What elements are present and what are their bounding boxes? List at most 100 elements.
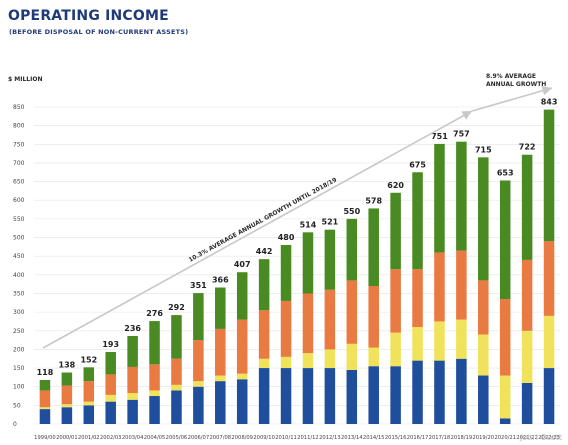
bar-segment-4 (39, 379, 51, 391)
bar-segment-4 (302, 232, 314, 294)
bar-segment-3 (302, 293, 314, 354)
bar-segment-4 (412, 172, 423, 270)
bar-segment-3 (83, 381, 95, 402)
x-tick-label: 2010/11 (275, 435, 297, 441)
bar-total-label: 138 (59, 361, 76, 370)
bar-segment-4 (127, 335, 138, 367)
y-axis-ticks: 0 50 100 150 200 250 300 350 400 450 500 550 600 650 7… (13, 104, 25, 428)
bar-total-label: 715 (475, 145, 492, 154)
bar-segment-3 (258, 310, 270, 359)
x-tick-label: 2018/19 (451, 435, 473, 441)
bar-segment-4 (236, 272, 248, 320)
bar-total-label: 722 (519, 143, 536, 152)
bar-segment-3 (61, 385, 73, 405)
bar-segment-1 (280, 368, 292, 424)
bar-total-label: 550 (343, 207, 360, 216)
y-tick-label: 700 (13, 160, 25, 167)
y-tick-label: 550 (13, 216, 25, 223)
bar-segment-2 (456, 319, 467, 359)
bar-segment-3 (346, 280, 358, 344)
x-axis-ticks: 1999/00 2000/01 2001/02 2002/03 2003/04 2004/… (34, 435, 560, 441)
y-tick-label: 100 (13, 384, 25, 391)
bar-segment-4 (521, 154, 533, 260)
bar-segment-4 (456, 141, 467, 251)
bar-segment-1 (236, 379, 248, 424)
bar-total-label: 480 (278, 233, 295, 242)
watermark: Johri Osett (519, 433, 562, 442)
x-tick-label: 2019/20 (473, 435, 495, 441)
bar-total-label: 578 (365, 196, 382, 205)
bar-total-label: 236 (124, 324, 141, 333)
bar-segment-1 (171, 390, 182, 424)
bar-segment-2 (39, 407, 51, 410)
y-tick-label: 0 (13, 421, 17, 428)
bar-segment-2 (434, 321, 445, 361)
bar-segment-1 (61, 407, 73, 424)
bar-segment-4 (258, 259, 270, 311)
x-tick-label: 2005/06 (166, 435, 188, 441)
bar-segment-2 (83, 401, 95, 406)
growth-arrow-2 (471, 86, 553, 112)
bar-segment-3 (236, 319, 248, 374)
x-tick-label: 2012/13 (319, 435, 341, 441)
bar-segment-4 (324, 229, 336, 290)
bar-segment-4 (215, 287, 226, 329)
bar-segment-4 (478, 157, 489, 281)
bar-total-label: 843 (541, 98, 558, 107)
y-tick-label: 600 (13, 197, 25, 204)
x-tick-label: 2016/17 (407, 435, 429, 441)
bar-total-label: 118 (37, 368, 54, 377)
bar-segment-4 (149, 321, 160, 365)
bar-segment-2 (149, 390, 160, 397)
y-tick-label: 650 (13, 179, 25, 186)
bar-total-label: 514 (300, 220, 317, 229)
y-tick-label: 50 (13, 402, 21, 409)
bar-segment-1 (434, 360, 445, 424)
bar-segment-3 (499, 299, 511, 376)
y-tick-label: 250 (13, 328, 25, 335)
bar-segment-3 (390, 269, 401, 333)
bar-segment-1 (149, 396, 160, 424)
bar-segment-1 (390, 366, 401, 424)
bar-segment-3 (543, 241, 555, 316)
bar-segment-1 (521, 382, 533, 424)
bar-segment-4 (499, 180, 511, 300)
bar-segment-3 (149, 364, 160, 391)
bar-segment-1 (499, 418, 511, 424)
bar-segment-1 (39, 409, 51, 424)
bar-segment-3 (171, 358, 182, 385)
bar-segment-1 (302, 368, 314, 424)
bar-total-label: 351 (190, 281, 207, 290)
x-tick-label: 2021/22 (516, 435, 538, 441)
bar-total-label: 276 (146, 309, 163, 318)
x-tick-label: 2003/04 (122, 435, 144, 441)
y-tick-label: 350 (13, 290, 25, 297)
bar-segment-4 (390, 192, 401, 270)
bar-total-label: 152 (80, 355, 97, 364)
bar-segment-3 (434, 252, 445, 322)
x-tick-label: 2000/01 (56, 435, 78, 441)
bar-segment-4 (434, 143, 445, 253)
bar-total-label: 366 (212, 276, 229, 285)
x-tick-label: 2013/14 (341, 435, 363, 441)
bar-segment-1 (83, 405, 95, 424)
bar-segment-3 (280, 300, 292, 357)
bar-segment-1 (215, 381, 226, 424)
y-axis-label: $ MILLION (8, 76, 42, 83)
bar-segment-1 (368, 366, 379, 424)
bar-total-label: 757 (453, 130, 470, 139)
bar-segment-4 (105, 352, 116, 375)
bar-segment-3 (456, 250, 467, 320)
bar-segment-4 (543, 109, 555, 242)
bar-segment-3 (39, 390, 51, 408)
growth-arrow-1 (42, 110, 473, 349)
bar-segment-1 (324, 368, 336, 424)
bar-segment-3 (521, 259, 533, 331)
y-tick-label: 200 (13, 346, 25, 353)
x-tick-label: 2007/08 (210, 435, 232, 441)
bar-segment-2 (105, 394, 116, 402)
gridlines (34, 106, 560, 425)
bar-segment-2 (521, 330, 533, 383)
x-tick-label: 2017/18 (429, 435, 451, 441)
bar-segment-3 (105, 374, 116, 395)
